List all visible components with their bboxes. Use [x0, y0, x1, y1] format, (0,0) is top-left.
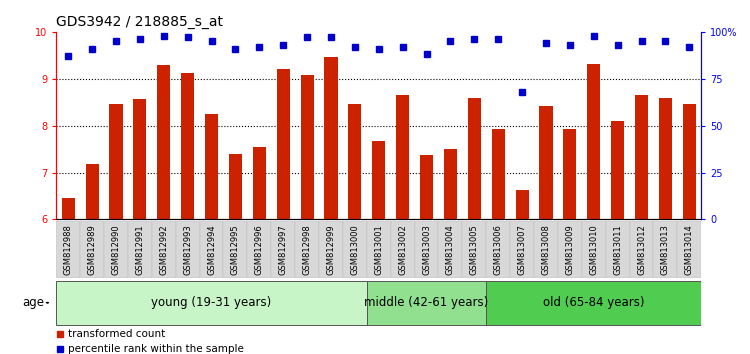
- Text: GSM812997: GSM812997: [279, 224, 288, 275]
- Bar: [391, 221, 415, 278]
- Text: GSM812991: GSM812991: [135, 224, 144, 275]
- Bar: [56, 221, 80, 278]
- Bar: [200, 221, 223, 278]
- Text: GSM812992: GSM812992: [159, 224, 168, 275]
- Bar: [462, 221, 486, 278]
- Text: age: age: [22, 296, 44, 309]
- Bar: [658, 98, 672, 219]
- Bar: [677, 221, 701, 278]
- Bar: [181, 73, 194, 219]
- Text: GSM812995: GSM812995: [231, 224, 240, 275]
- Bar: [319, 221, 343, 278]
- Bar: [224, 221, 248, 278]
- Bar: [486, 221, 510, 278]
- Text: GSM812994: GSM812994: [207, 224, 216, 275]
- Bar: [272, 221, 296, 278]
- Bar: [86, 164, 99, 219]
- Bar: [415, 221, 439, 278]
- Bar: [682, 104, 696, 219]
- Bar: [439, 221, 462, 278]
- Text: GSM812990: GSM812990: [112, 224, 121, 275]
- Text: GSM813006: GSM813006: [494, 224, 502, 275]
- Text: GSM813007: GSM813007: [518, 224, 526, 275]
- Text: GSM812999: GSM812999: [326, 224, 335, 275]
- Text: GSM812989: GSM812989: [88, 224, 97, 275]
- Bar: [367, 281, 486, 325]
- Text: GSM813004: GSM813004: [446, 224, 455, 275]
- Text: transformed count: transformed count: [68, 329, 165, 339]
- Bar: [348, 104, 361, 219]
- Text: GSM813013: GSM813013: [661, 224, 670, 275]
- Bar: [158, 65, 170, 219]
- Bar: [110, 104, 122, 219]
- Bar: [396, 95, 410, 219]
- Bar: [635, 95, 648, 219]
- Bar: [343, 221, 367, 278]
- Bar: [510, 221, 534, 278]
- Text: GSM812988: GSM812988: [64, 224, 73, 275]
- Text: old (65-84 years): old (65-84 years): [543, 296, 644, 309]
- Bar: [558, 221, 582, 278]
- Bar: [444, 149, 457, 219]
- Bar: [515, 190, 529, 219]
- Bar: [611, 121, 624, 219]
- Text: GSM813008: GSM813008: [542, 224, 550, 275]
- Bar: [534, 221, 558, 278]
- Bar: [582, 221, 606, 278]
- Bar: [80, 221, 104, 278]
- Bar: [325, 57, 338, 219]
- Text: GSM813014: GSM813014: [685, 224, 694, 275]
- Text: GSM813011: GSM813011: [614, 224, 622, 275]
- Bar: [253, 147, 266, 219]
- Bar: [134, 99, 146, 219]
- Bar: [62, 198, 75, 219]
- Text: GSM813010: GSM813010: [590, 224, 598, 275]
- Bar: [587, 64, 600, 219]
- Bar: [606, 221, 629, 278]
- Text: GSM813002: GSM813002: [398, 224, 407, 275]
- Text: middle (42-61 years): middle (42-61 years): [364, 296, 489, 309]
- Bar: [128, 221, 152, 278]
- Text: GDS3942 / 218885_s_at: GDS3942 / 218885_s_at: [56, 16, 223, 29]
- Bar: [152, 221, 176, 278]
- Text: GSM812993: GSM812993: [183, 224, 192, 275]
- Bar: [539, 106, 553, 219]
- Bar: [296, 221, 319, 278]
- Text: GSM813000: GSM813000: [350, 224, 359, 275]
- Text: GSM813001: GSM813001: [374, 224, 383, 275]
- Bar: [468, 98, 481, 219]
- Bar: [367, 221, 391, 278]
- Bar: [372, 141, 386, 219]
- Text: GSM813005: GSM813005: [470, 224, 478, 275]
- Text: GSM812998: GSM812998: [302, 224, 311, 275]
- Bar: [486, 281, 701, 325]
- Text: GSM813012: GSM813012: [637, 224, 646, 275]
- Text: young (19-31 years): young (19-31 years): [152, 296, 272, 309]
- Bar: [229, 154, 242, 219]
- Bar: [301, 75, 313, 219]
- Bar: [629, 221, 653, 278]
- Bar: [492, 129, 505, 219]
- Bar: [653, 221, 677, 278]
- Bar: [248, 221, 272, 278]
- Bar: [205, 114, 218, 219]
- Bar: [56, 281, 367, 325]
- Text: GSM812996: GSM812996: [255, 224, 264, 275]
- Text: percentile rank within the sample: percentile rank within the sample: [68, 344, 243, 354]
- Bar: [420, 155, 433, 219]
- Bar: [563, 129, 577, 219]
- Bar: [277, 69, 290, 219]
- Text: GSM813009: GSM813009: [566, 224, 574, 275]
- Bar: [104, 221, 128, 278]
- Text: GSM813003: GSM813003: [422, 224, 431, 275]
- Bar: [176, 221, 200, 278]
